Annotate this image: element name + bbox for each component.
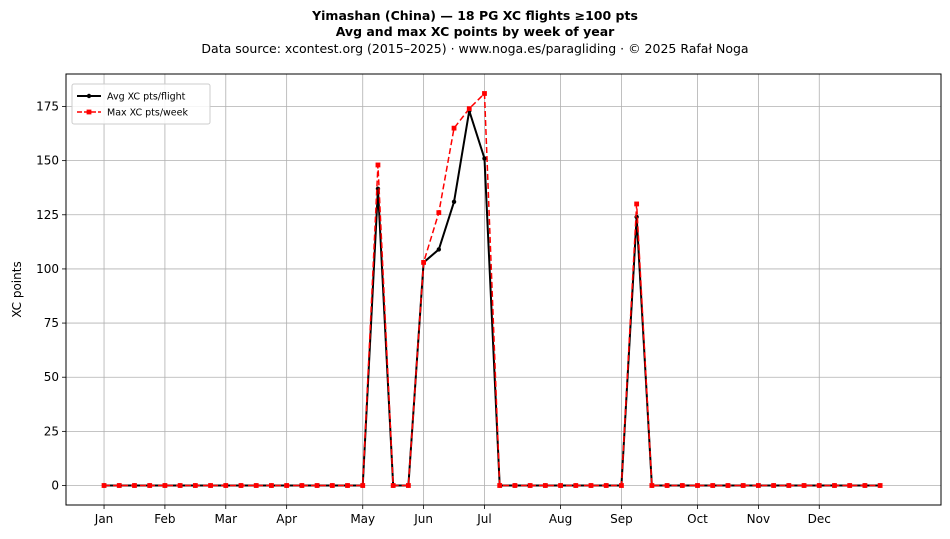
data-point (664, 483, 670, 488)
x-tick-label: Oct (687, 512, 708, 526)
data-point (223, 483, 229, 488)
data-point (132, 483, 137, 488)
data-point (345, 483, 350, 488)
data-point (466, 106, 472, 112)
data-point (405, 483, 411, 488)
chart-subtitle: Avg and max XC points by week of year (335, 24, 615, 39)
legend-entries: Avg XC pts/flight Max XC pts/week (77, 92, 188, 119)
series-max (101, 91, 883, 488)
data-point (177, 483, 183, 488)
y-axis: 0 25 50 75 100 125 150 175 (36, 99, 66, 493)
x-tick-label: Jan (94, 512, 114, 526)
data-point (314, 483, 320, 488)
data-point (649, 483, 655, 488)
data-point (695, 483, 700, 488)
y-axis-label: XC points (10, 261, 24, 317)
y-tick-label: 75 (44, 316, 59, 330)
legend-marker (86, 109, 92, 115)
x-axis: Jan Feb Mar Apr May Jun Jul Aug Sep Oct Nov Dec (94, 505, 831, 526)
data-point (329, 483, 335, 488)
data-point (771, 483, 777, 488)
data-point (512, 483, 518, 488)
data-point (147, 483, 153, 488)
data-point (284, 483, 290, 488)
y-tick-label: 125 (36, 208, 59, 222)
data-point (679, 483, 685, 488)
chart-title: Yimashan (China) — 18 PG XC flights ≥100… (312, 8, 638, 23)
grid (66, 74, 941, 505)
data-point (162, 483, 168, 488)
data-point (725, 483, 731, 488)
x-tick-label: Feb (154, 512, 175, 526)
data-point (527, 483, 533, 488)
data-point (786, 483, 792, 488)
data-point (619, 483, 624, 488)
data-point (862, 483, 868, 488)
x-tick-label: Jul (476, 512, 491, 526)
x-tick-label: May (350, 512, 375, 526)
data-point (847, 483, 853, 488)
data-point (710, 483, 716, 488)
data-point (116, 483, 122, 488)
data-point (192, 483, 198, 488)
y-tick-label: 50 (44, 370, 59, 384)
chart-source-note: Data source: xcontest.org (2015–2025) · … (201, 41, 749, 56)
series-layer (101, 91, 883, 488)
series-avg (101, 108, 883, 488)
data-point (542, 483, 548, 488)
x-tick-label: Apr (276, 512, 297, 526)
plot-frame (65, 73, 942, 506)
data-point (573, 483, 579, 488)
x-tick-label: Aug (549, 512, 572, 526)
y-tick-label: 175 (36, 99, 59, 113)
legend-box (71, 83, 211, 125)
data-point (451, 125, 457, 131)
data-point (588, 483, 594, 488)
data-point (816, 483, 822, 488)
data-point (269, 483, 274, 488)
data-point (360, 483, 366, 488)
y-tick-label: 0 (51, 479, 59, 493)
data-point (101, 483, 107, 488)
data-point (482, 91, 487, 96)
data-point (740, 483, 746, 488)
data-point (832, 483, 837, 488)
series-line (104, 109, 881, 487)
legend-label: Avg XC pts/flight (107, 92, 186, 103)
data-point (603, 483, 609, 488)
y-tick-label: 100 (36, 262, 59, 276)
data-point (299, 483, 305, 488)
y-tick-label: 25 (44, 424, 59, 438)
y-tick-label: 150 (36, 154, 59, 168)
x-tick-label: Jun (413, 512, 433, 526)
data-point (208, 483, 213, 488)
data-point (755, 483, 761, 488)
data-point (634, 201, 640, 207)
data-point (238, 483, 244, 488)
legend: Avg XC pts/flight Max XC pts/week (71, 83, 211, 125)
data-point (436, 247, 442, 252)
data-point (482, 156, 487, 161)
data-point (375, 162, 381, 168)
data-point (421, 260, 427, 265)
x-tick-label: Dec (808, 512, 831, 526)
data-point (390, 483, 396, 488)
data-point (558, 483, 563, 488)
chart-title-block: Yimashan (China) — 18 PG XC flights ≥100… (0, 8, 950, 58)
x-tick-label: Nov (747, 512, 770, 526)
data-point (436, 210, 442, 216)
data-point (801, 483, 807, 488)
data-point (877, 483, 883, 488)
data-point (497, 483, 503, 488)
x-tick-label: Mar (214, 512, 237, 526)
data-point (253, 483, 259, 488)
legend-marker (86, 93, 92, 99)
data-point (451, 199, 457, 204)
series-line (104, 92, 881, 487)
legend-label: Max XC pts/week (107, 108, 188, 119)
x-tick-label: Sep (610, 512, 633, 526)
